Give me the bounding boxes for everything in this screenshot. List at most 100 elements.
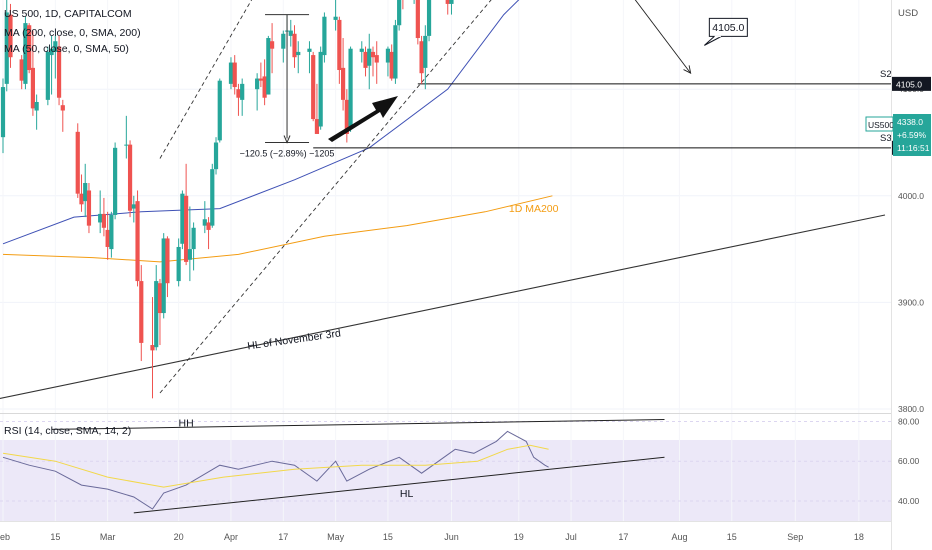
1d-ma200-line bbox=[2, 195, 553, 263]
candle-body bbox=[75, 131, 80, 194]
candle-body bbox=[98, 213, 103, 223]
candle-body bbox=[19, 59, 24, 81]
candle-body bbox=[139, 281, 144, 343]
candle-body bbox=[27, 25, 32, 71]
candle-body bbox=[86, 190, 92, 226]
candle-body bbox=[228, 62, 234, 84]
candle-body bbox=[154, 281, 159, 348]
candle-body bbox=[161, 238, 166, 314]
candle-body bbox=[445, 0, 450, 4]
candle-body bbox=[322, 16, 327, 56]
candle-body bbox=[45, 51, 50, 100]
badge-price: 4338.0 bbox=[897, 117, 923, 127]
candle-body bbox=[262, 76, 267, 98]
candle-body bbox=[367, 48, 372, 66]
candle-body bbox=[363, 51, 368, 68]
hl-of-november-3rd-line bbox=[0, 214, 886, 400]
time-tick-label: Apr bbox=[224, 532, 238, 542]
callout-pointer bbox=[704, 35, 722, 46]
candle-body bbox=[314, 119, 320, 134]
time-tick-label: Mar bbox=[100, 532, 116, 542]
candle-body bbox=[344, 99, 349, 134]
candle-body bbox=[397, 0, 402, 26]
1d-ma50-line bbox=[2, 0, 520, 245]
level-price-text: 4105.0 bbox=[896, 79, 922, 89]
trend-lines bbox=[0, 0, 886, 400]
rsi-trend-hh bbox=[51, 418, 665, 430]
ma50-legend: MA (50, close, 0, SMA, 50) bbox=[4, 43, 129, 55]
candle-body bbox=[232, 62, 237, 88]
rsi-label-hl: HL bbox=[400, 488, 414, 500]
candle-body bbox=[337, 19, 342, 71]
candle-body bbox=[426, 0, 432, 36]
candle-body bbox=[176, 246, 181, 282]
candle-body bbox=[269, 41, 275, 49]
time-tick-label: 15 bbox=[727, 532, 737, 542]
candle-body bbox=[202, 219, 207, 226]
candle-body bbox=[307, 48, 312, 52]
candle-body bbox=[53, 41, 58, 52]
candle-body bbox=[359, 48, 364, 52]
candle-body bbox=[165, 238, 170, 284]
candle-body bbox=[105, 229, 110, 247]
candle-body bbox=[213, 142, 219, 170]
candle-body bbox=[150, 345, 155, 351]
symbol-title: US 500, 1D, CAPITALCOM bbox=[4, 8, 132, 20]
rsi-tick-label: 40.00 bbox=[898, 496, 920, 506]
time-tick-label: 17 bbox=[278, 532, 288, 542]
candle-body bbox=[131, 204, 136, 209]
rsi-trend-hl bbox=[133, 456, 665, 514]
rsi-tick-label: 60.00 bbox=[898, 456, 920, 466]
candle-body bbox=[23, 23, 28, 84]
candle-body bbox=[423, 35, 428, 68]
candle-body bbox=[34, 101, 39, 111]
candle-body bbox=[374, 55, 379, 63]
candle-body bbox=[217, 80, 222, 141]
candle-body bbox=[415, 0, 420, 39]
callout-box bbox=[708, 17, 748, 37]
projection-down-arrowhead bbox=[683, 65, 692, 75]
measurements: −120.5 (−2.89%) −1205−127.8 (−2.87%) −12… bbox=[240, 14, 334, 159]
badge-change: +6.59% bbox=[897, 130, 927, 140]
candle-body bbox=[79, 193, 84, 205]
time-tick-label: 15 bbox=[383, 532, 393, 542]
badge-countdown: 11:16:51 bbox=[897, 143, 930, 153]
candle-body bbox=[8, 14, 13, 58]
candle-body bbox=[187, 249, 192, 260]
measure-arrowhead bbox=[283, 135, 291, 144]
candle-body bbox=[135, 201, 140, 282]
price-tick-label: 4000.0 bbox=[898, 191, 924, 201]
rsi-legend: RSI (14, close, SMA, 14, 2) bbox=[4, 425, 131, 437]
badge-symbol: US500 bbox=[868, 120, 894, 130]
time-tick-label: Aug bbox=[671, 532, 687, 542]
candle-body bbox=[288, 30, 293, 36]
candle-body bbox=[157, 283, 163, 314]
candle-body bbox=[49, 48, 54, 56]
time-tick-label: 19 bbox=[514, 532, 524, 542]
candle-body bbox=[292, 33, 297, 58]
candle-body bbox=[318, 51, 323, 127]
candle-body bbox=[83, 183, 88, 202]
currency-label: USD bbox=[898, 8, 918, 19]
candle-body bbox=[419, 41, 424, 74]
candle-body bbox=[191, 227, 196, 250]
callout-text: 4105.0 bbox=[712, 22, 744, 34]
rsi-label-hh: HH bbox=[179, 417, 194, 429]
candle-body bbox=[109, 214, 114, 250]
candle-body bbox=[113, 147, 118, 215]
candle-body bbox=[266, 38, 271, 95]
candle-body bbox=[348, 48, 353, 127]
time-tick-label: Jun bbox=[444, 532, 459, 542]
time-tick-label: eb bbox=[0, 532, 10, 542]
rsi-line bbox=[2, 430, 549, 510]
candle-body bbox=[0, 87, 6, 138]
candle-body bbox=[255, 78, 260, 90]
candle-body bbox=[101, 213, 107, 228]
candle-body bbox=[370, 51, 376, 58]
candle-body bbox=[333, 16, 338, 20]
rsi-tick-label: 80.00 bbox=[898, 416, 920, 426]
time-tick-label: 17 bbox=[618, 532, 628, 542]
channel-up-top-line bbox=[159, 0, 253, 159]
